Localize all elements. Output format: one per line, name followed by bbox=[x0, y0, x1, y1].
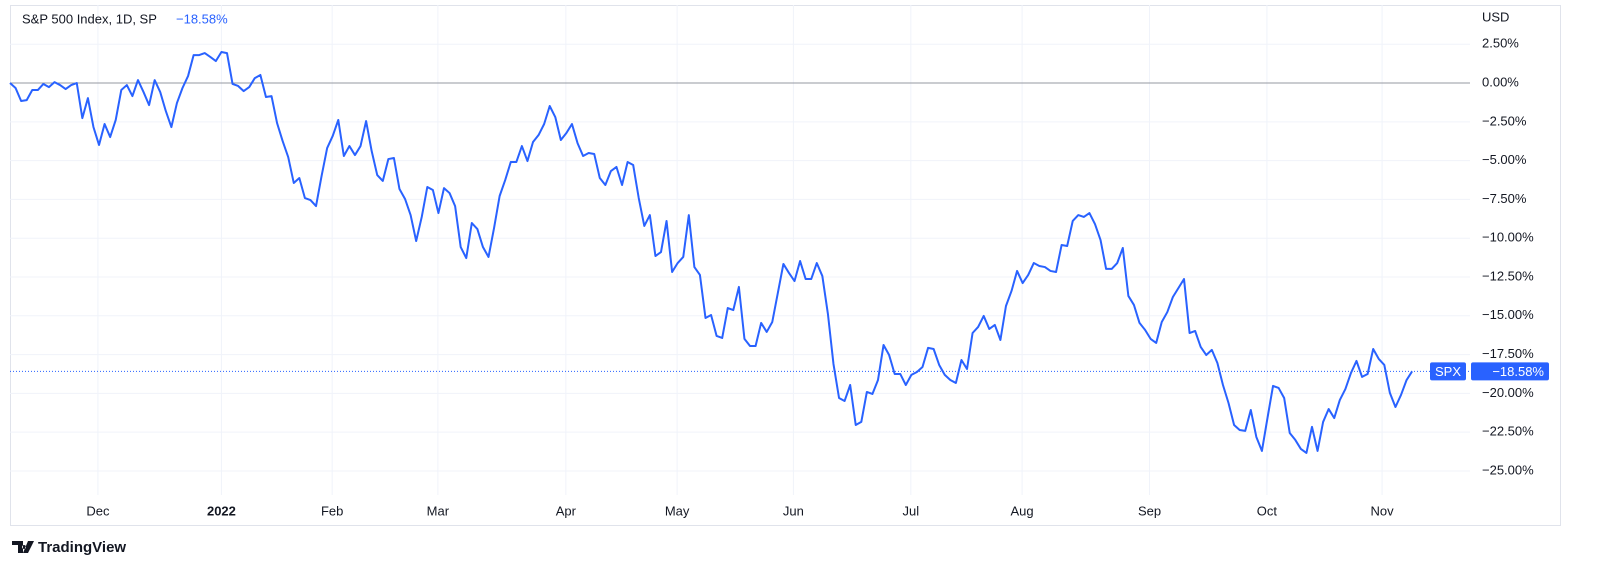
grid bbox=[10, 5, 1470, 495]
last-value-label: −18.58% bbox=[1492, 364, 1544, 379]
x-tick-label: May bbox=[665, 503, 690, 518]
x-tick-label: 2022 bbox=[207, 503, 236, 518]
y-tick-label: −5.00% bbox=[1482, 152, 1527, 167]
x-tick-label: Oct bbox=[1257, 503, 1278, 518]
x-tick-label: Dec bbox=[86, 503, 110, 518]
y-tick-label: −10.00% bbox=[1482, 230, 1534, 245]
x-tick-label: Sep bbox=[1138, 503, 1161, 518]
chart-title: S&P 500 Index, 1D, SP bbox=[22, 11, 157, 26]
y-tick-label: 0.00% bbox=[1482, 74, 1519, 89]
x-tick-label: Apr bbox=[556, 503, 577, 518]
y-tick-label: −2.50% bbox=[1482, 113, 1527, 128]
x-tick-label: Mar bbox=[427, 503, 450, 518]
x-tick-label: Feb bbox=[321, 503, 343, 518]
y-tick-label: −25.00% bbox=[1482, 462, 1534, 477]
y-tick-label: 2.50% bbox=[1482, 36, 1519, 51]
y-tick-label: −22.50% bbox=[1482, 424, 1534, 439]
frame bbox=[10, 5, 1561, 526]
currency: USD bbox=[1482, 9, 1509, 24]
y-tick-label: −12.50% bbox=[1482, 268, 1534, 283]
last-value-tag bbox=[1471, 362, 1549, 381]
x-tick-label: Jul bbox=[903, 503, 920, 518]
symbol-tag bbox=[1430, 362, 1466, 381]
x-tick-label: Nov bbox=[1371, 503, 1395, 518]
price-line bbox=[9, 51, 1413, 454]
x-tick-label: Aug bbox=[1011, 503, 1034, 518]
y-tick-label: −17.50% bbox=[1482, 346, 1534, 361]
y-tick-label: −20.00% bbox=[1482, 385, 1534, 400]
logo-icon bbox=[12, 541, 34, 553]
brand: TradingView bbox=[38, 539, 126, 556]
symbol-label: SPX bbox=[1435, 364, 1461, 379]
y-tick-label: −15.00% bbox=[1482, 307, 1534, 322]
change-label: −18.58% bbox=[176, 11, 228, 26]
y-tick-label: −7.50% bbox=[1482, 191, 1527, 206]
brand-logo: TradingView bbox=[12, 539, 126, 556]
x-tick-label: Jun bbox=[783, 503, 804, 518]
